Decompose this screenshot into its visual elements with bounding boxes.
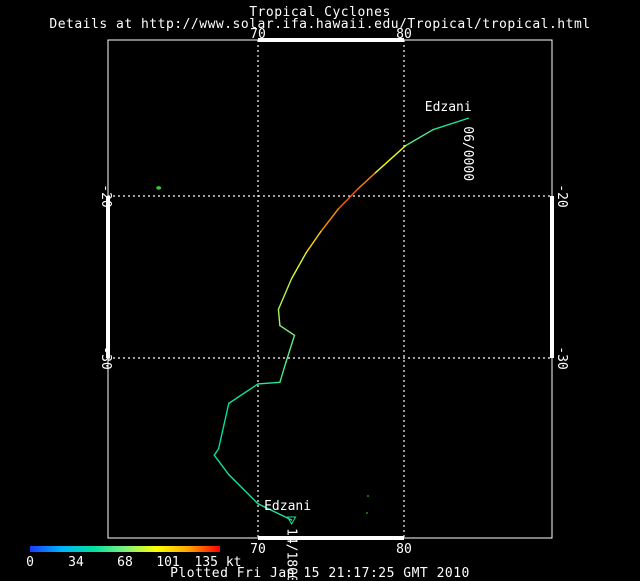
storm-name-start: Edzani — [425, 100, 472, 115]
track-segment — [277, 308, 281, 327]
lat-label-left: -20 — [98, 184, 113, 207]
colorbar-tick-label: 0 — [26, 555, 34, 570]
map-frame — [106, 38, 554, 540]
track-segment — [277, 277, 293, 311]
storm-start-time: 06/0000 — [460, 126, 475, 181]
track-segment — [374, 145, 407, 175]
track-segment — [290, 251, 307, 280]
track-segment — [279, 362, 287, 383]
storm-track — [156, 117, 469, 526]
track-segment — [217, 402, 230, 450]
track-segment — [285, 334, 296, 364]
track-segment — [404, 128, 434, 147]
storm-end-time: 14/1800 — [284, 528, 299, 580]
track-end-marker — [286, 516, 297, 526]
track-segment — [356, 172, 376, 191]
map-labels: Edzani 06/0000 Edzani 14/1800 — [264, 100, 475, 580]
track-segment — [337, 188, 358, 210]
map-title: Tropical Cyclones — [249, 5, 391, 20]
track-segment — [305, 230, 322, 254]
minor-speck — [367, 495, 369, 497]
track-segment — [320, 208, 339, 233]
lat-lon-grid: 70 70 80 80 -20 -20 -30 -30 — [98, 27, 569, 557]
storm-name-end: Edzani — [264, 499, 311, 514]
lon-label-bottom: 70 — [250, 542, 266, 557]
track-segment — [257, 381, 281, 385]
track-segment — [432, 117, 469, 131]
minor-speck — [366, 512, 368, 514]
lon-label-top: 80 — [396, 27, 412, 42]
intensity-colorbar: 0 34 68 101 135 kt — [26, 546, 241, 570]
lat-label-right: -20 — [554, 184, 569, 207]
colorbar-tick-label: 135 kt — [195, 555, 242, 570]
lat-label-right: -30 — [554, 346, 569, 369]
map-subtitle: Details at http://www.solar.ifa.hawaii.e… — [49, 17, 591, 32]
other-system-dot — [156, 186, 162, 190]
track-segment — [228, 383, 259, 405]
track-segment — [228, 473, 259, 505]
colorbar-tick-label: 34 — [68, 555, 84, 570]
colorbar-tick-label: 68 — [117, 555, 133, 570]
track-segment — [279, 324, 296, 337]
track-segment — [213, 454, 230, 476]
plot-timestamp: Plotted Fri Jan 15 21:17:25 GMT 2010 — [170, 566, 470, 581]
track-segment — [257, 503, 293, 521]
colorbar-gradient — [30, 546, 220, 552]
track-segment — [213, 448, 220, 456]
lon-label-top: 70 — [250, 27, 266, 42]
map-border — [107, 39, 553, 539]
colorbar-tick-label: 101 — [156, 555, 179, 570]
lat-label-left: -30 — [98, 346, 113, 369]
lon-label-bottom: 80 — [396, 542, 412, 557]
